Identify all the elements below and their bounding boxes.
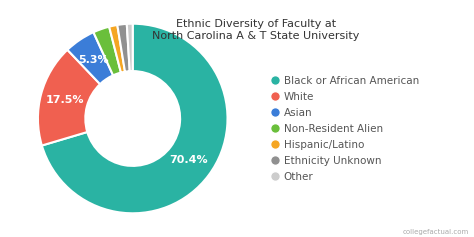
Wedge shape [67,32,113,84]
Text: 5.3%: 5.3% [78,55,109,65]
Wedge shape [93,27,121,75]
Wedge shape [117,24,130,72]
Wedge shape [127,24,133,71]
Text: 17.5%: 17.5% [46,96,84,105]
Text: 70.4%: 70.4% [170,155,208,165]
Wedge shape [38,50,100,146]
Wedge shape [42,24,228,213]
Text: collegefactual.com: collegefactual.com [403,229,469,235]
Legend: Black or African American, White, Asian, Non-Resident Alien, Hispanic/Latino, Et: Black or African American, White, Asian,… [272,76,419,182]
Wedge shape [109,25,125,73]
Text: Ethnic Diversity of Faculty at
North Carolina A & T State University: Ethnic Diversity of Faculty at North Car… [152,19,360,41]
